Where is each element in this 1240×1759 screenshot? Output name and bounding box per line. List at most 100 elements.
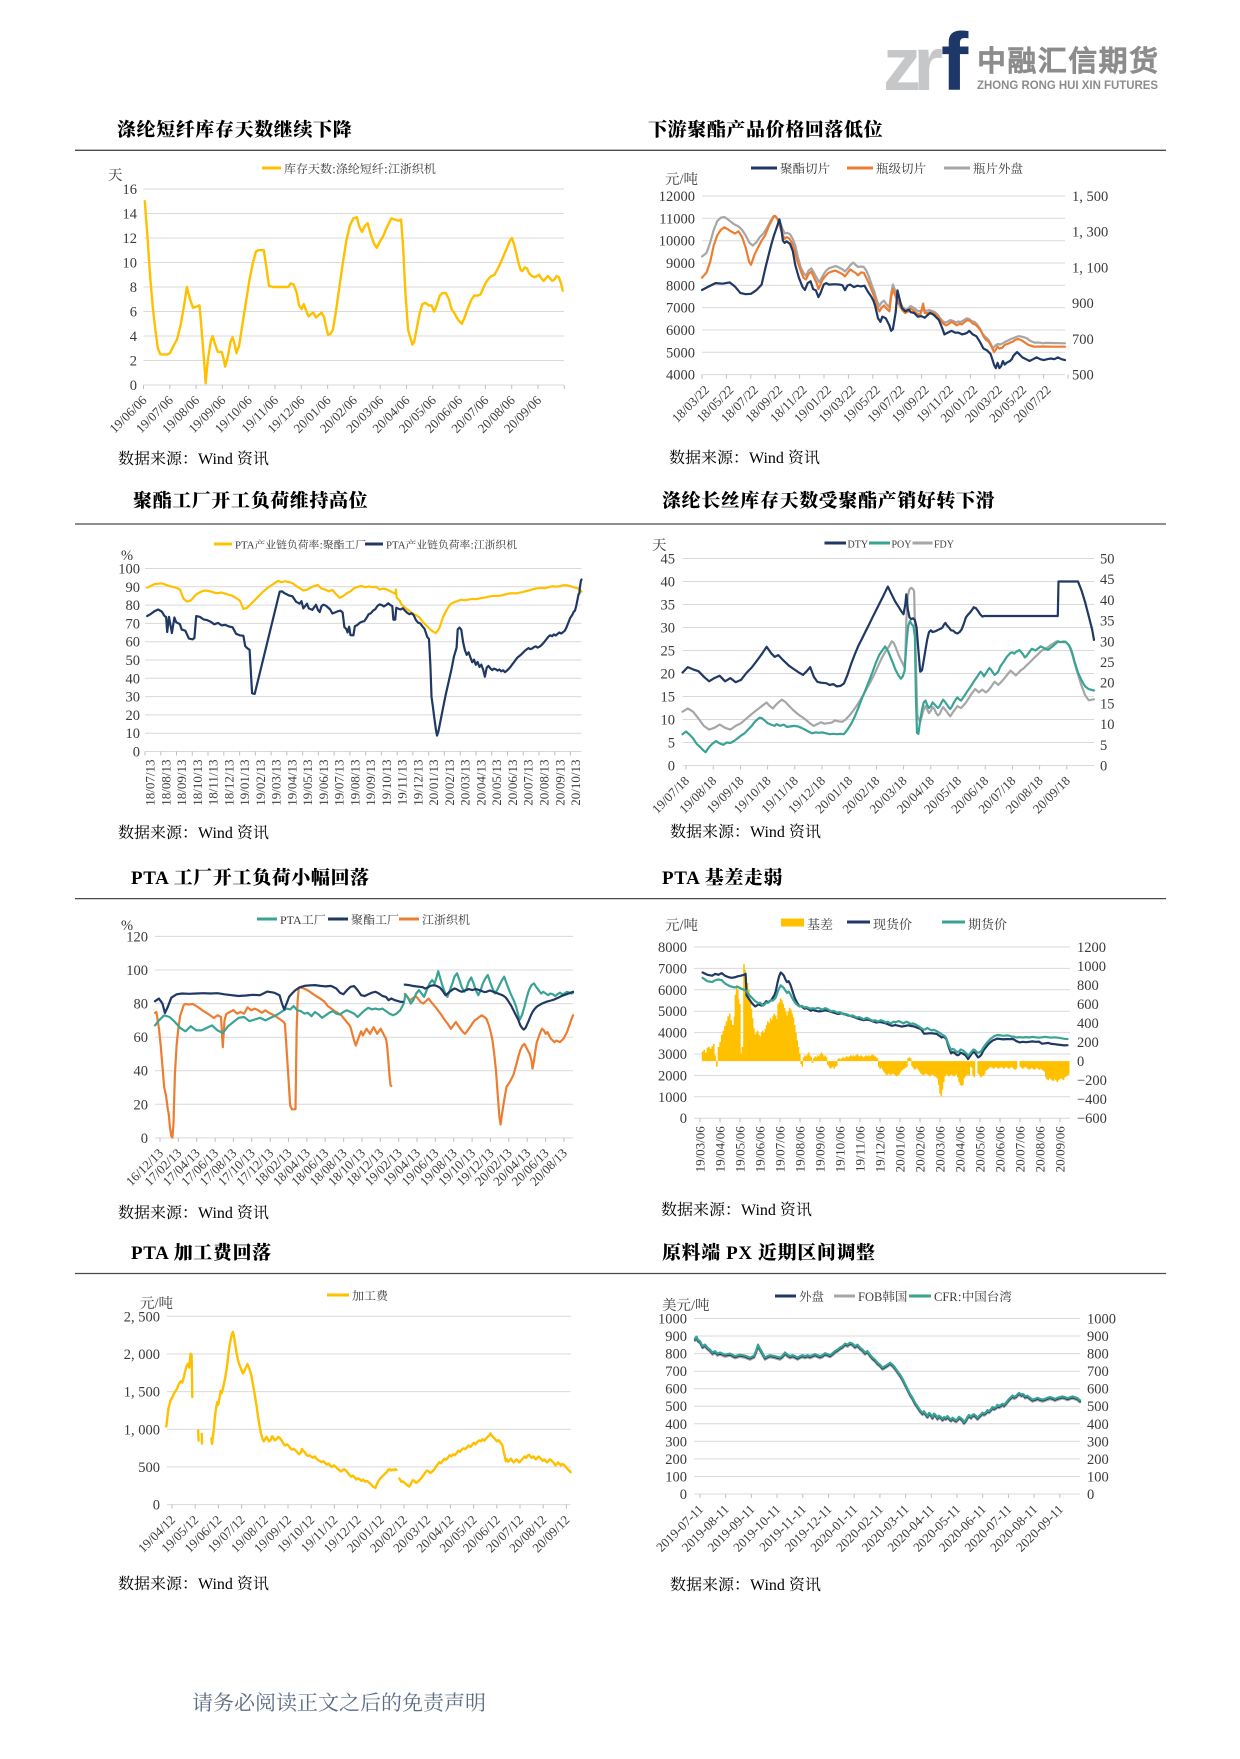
svg-text:60: 60 [126,635,141,651]
svg-text:元/吨: 元/吨 [140,1292,173,1313]
svg-text:18/08/13: 18/08/13 [158,760,173,806]
svg-text:美元/吨: 美元/吨 [662,1294,710,1315]
svg-text:800: 800 [1077,978,1099,994]
svg-text:300: 300 [665,1434,687,1450]
svg-text:50: 50 [126,653,141,669]
svg-text:20/08/13: 20/08/13 [537,760,552,806]
svg-text:100: 100 [665,1470,687,1486]
svg-text:1000: 1000 [1087,1312,1116,1328]
svg-text:35: 35 [661,598,676,614]
svg-text:外盘: 外盘 [799,1287,825,1305]
svg-text:20/04/13: 20/04/13 [474,760,489,806]
svg-text:0: 0 [680,1111,687,1127]
svg-text:FOB韩国: FOB韩国 [858,1287,907,1305]
svg-text:数据来源：Wind 资讯: 数据来源：Wind 资讯 [661,1197,812,1220]
svg-text:请务必阅读正文之后的免责声明: 请务必阅读正文之后的免责声明 [192,1687,486,1717]
svg-text:1, 500: 1, 500 [124,1385,160,1401]
svg-text:30: 30 [661,621,676,637]
svg-text:200: 200 [665,1452,687,1468]
svg-text:PTA工厂: PTA工厂 [280,911,326,928]
svg-text:19/10/06: 19/10/06 [833,1126,848,1173]
svg-text:6000: 6000 [666,323,695,339]
svg-text:1000: 1000 [658,1090,687,1106]
svg-text:涤纶短纤库存天数继续下降: 涤纶短纤库存天数继续下降 [117,115,352,142]
svg-text:25: 25 [1100,655,1115,671]
svg-text:PTA产业链负荷率:聚酯工厂: PTA产业链负荷率:聚酯工厂 [235,538,366,553]
svg-text:19/10/13: 19/10/13 [379,760,394,806]
svg-text:19/01/13: 19/01/13 [237,760,252,806]
svg-text:20: 20 [134,1097,149,1113]
svg-text:6: 6 [130,305,137,321]
svg-text:数据来源：Wind 资讯: 数据来源：Wind 资讯 [118,1200,269,1223]
svg-text:20/01/06: 20/01/06 [893,1126,908,1173]
svg-text:80: 80 [134,997,149,1013]
svg-text:20: 20 [661,667,676,683]
svg-text:45: 45 [661,552,676,568]
svg-text:40: 40 [1100,593,1115,609]
svg-text:100: 100 [126,963,148,979]
svg-text:加工费: 加工费 [352,1287,388,1304]
svg-text:20/02/13: 20/02/13 [442,760,457,806]
svg-text:1000: 1000 [1077,959,1106,975]
svg-text:江浙织机: 江浙织机 [422,911,470,928]
svg-text:2000: 2000 [658,1068,687,1084]
svg-text:数据来源：Wind 资讯: 数据来源：Wind 资讯 [118,820,269,843]
svg-text:瓶级切片: 瓶级切片 [876,159,926,177]
svg-text:20/10/13: 20/10/13 [568,760,583,806]
svg-text:FDY: FDY [934,536,954,551]
svg-text:19/12/13: 19/12/13 [410,760,425,806]
svg-text:数据来源：Wind 资讯: 数据来源：Wind 资讯 [669,445,820,468]
svg-text:400: 400 [665,1417,687,1433]
svg-text:1000: 1000 [658,1312,687,1328]
svg-text:19/02/13: 19/02/13 [253,760,268,806]
svg-text:500: 500 [1087,1399,1109,1415]
svg-text:3000: 3000 [658,1047,687,1063]
svg-text:20/03/13: 20/03/13 [458,760,473,806]
svg-text:18/12/13: 18/12/13 [221,760,236,806]
svg-text:10000: 10000 [659,234,695,250]
svg-text:19/08/13: 19/08/13 [347,760,362,806]
svg-text:CFR:中国台湾: CFR:中国台湾 [934,1287,1012,1305]
svg-text:700: 700 [665,1364,687,1380]
svg-text:700: 700 [1087,1364,1109,1380]
svg-text:元/吨: 元/吨 [665,168,698,189]
svg-text:900: 900 [1072,296,1094,312]
svg-text:2: 2 [130,354,137,370]
svg-text:19/05/06: 19/05/06 [733,1126,748,1173]
svg-text:19/11/06: 19/11/06 [853,1126,868,1172]
svg-text:−400: −400 [1077,1092,1107,1108]
svg-text:瓶片外盘: 瓶片外盘 [973,159,1024,177]
svg-text:5: 5 [668,736,675,752]
svg-text:20: 20 [126,708,141,724]
svg-text:5000: 5000 [666,345,695,361]
svg-text:70: 70 [126,616,141,632]
svg-text:−200: −200 [1077,1073,1107,1089]
svg-text:19/04/13: 19/04/13 [284,760,299,806]
svg-text:19/08/06: 19/08/06 [793,1126,808,1173]
svg-text:zr: zr [883,22,943,107]
svg-text:5000: 5000 [658,1004,687,1020]
svg-text:20/08/06: 20/08/06 [1033,1126,1048,1173]
svg-text:300: 300 [1087,1434,1109,1450]
svg-text:0: 0 [133,745,140,761]
svg-text:0: 0 [1087,1487,1094,1503]
svg-text:元/吨: 元/吨 [665,914,698,935]
svg-text:19/03/13: 19/03/13 [269,760,284,806]
svg-text:19/07/06: 19/07/06 [773,1126,788,1173]
svg-text:20/02/06: 20/02/06 [913,1126,928,1173]
svg-text:19/03/06: 19/03/06 [693,1126,708,1173]
svg-text:15: 15 [661,690,676,706]
svg-text:0: 0 [130,378,137,394]
svg-text:f: f [941,17,969,108]
svg-text:0: 0 [141,1131,148,1147]
svg-text:天: 天 [652,534,667,555]
svg-text:20/07/13: 20/07/13 [521,760,536,806]
svg-text:PTA 基差走弱: PTA 基差走弱 [662,863,783,890]
svg-text:聚酯工厂: 聚酯工厂 [351,911,399,928]
svg-text:0: 0 [1077,1054,1084,1070]
svg-text:4000: 4000 [658,1026,687,1042]
svg-text:天: 天 [108,164,123,185]
svg-text:7000: 7000 [666,301,695,317]
svg-text:聚酯切片: 聚酯切片 [780,159,830,177]
svg-text:20/09/13: 20/09/13 [552,760,567,806]
